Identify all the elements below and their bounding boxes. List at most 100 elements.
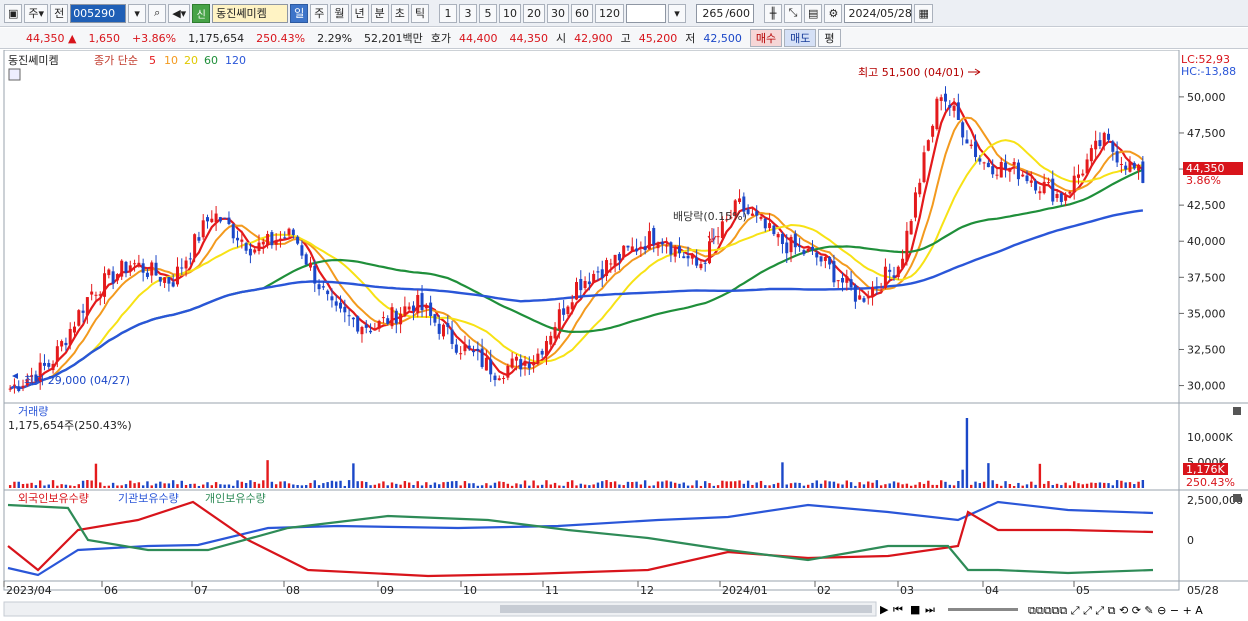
candle-body	[1012, 162, 1016, 165]
candle-body	[270, 232, 274, 246]
candle-type-icon[interactable]: ╫	[764, 3, 783, 23]
candle-body	[1094, 140, 1098, 150]
market-select[interactable]: 주 ▾	[24, 3, 49, 23]
volume-bar	[137, 482, 141, 488]
zoom-slider[interactable]	[948, 608, 1018, 611]
interval-1[interactable]: 1	[439, 3, 458, 23]
volume-bar	[330, 480, 334, 488]
nav-first-icon[interactable]: ⏮	[893, 603, 903, 616]
candle-body	[570, 302, 574, 310]
interval-input[interactable]	[626, 3, 667, 23]
interval-3[interactable]: 3	[459, 3, 478, 23]
volume-bar	[369, 485, 372, 488]
candle-body	[244, 243, 248, 251]
candle-body	[330, 296, 334, 301]
volume-bar	[905, 483, 909, 488]
candle-body	[1085, 159, 1089, 174]
x-tick-label: 06	[104, 584, 118, 597]
interval-dropdown-icon[interactable]: ▾	[668, 3, 687, 23]
avg-button[interactable]: 평	[818, 29, 841, 47]
search-icon[interactable]: ⌕	[148, 3, 167, 23]
volume-close-icon[interactable]	[1233, 407, 1241, 415]
scrollbar-thumb[interactable]	[500, 605, 872, 613]
volume-bar	[223, 484, 226, 488]
sell-button[interactable]: 매도	[784, 29, 817, 47]
candle-body	[476, 348, 480, 351]
candle-body	[1029, 180, 1033, 183]
candle-body	[806, 248, 810, 252]
candle-body	[892, 275, 896, 278]
interval-20[interactable]: 20	[523, 3, 546, 23]
candle-body	[115, 274, 119, 281]
speaker-icon[interactable]: ◀▾	[168, 3, 191, 23]
calendar-icon[interactable]: ▦	[914, 3, 933, 23]
volume-bar	[1124, 482, 1127, 488]
volume-bar	[133, 483, 136, 488]
candle-body	[197, 237, 201, 241]
x-tick-label: 04	[985, 584, 999, 597]
volume-bar	[253, 481, 256, 488]
candle-body	[94, 294, 98, 296]
volume-bar	[939, 480, 943, 488]
period-tick[interactable]: 틱	[410, 3, 430, 23]
nav-stop-icon[interactable]: ■	[910, 603, 920, 616]
date-input[interactable]: 2024/05/28	[844, 3, 913, 23]
interval-60[interactable]: 60	[571, 3, 594, 23]
candle-body	[810, 246, 814, 250]
draw-tool-icon[interactable]: ⤡	[784, 3, 803, 23]
volume-bar	[141, 485, 145, 488]
code-dropdown-icon[interactable]: ▾	[128, 3, 147, 23]
candle-body	[866, 297, 870, 299]
volume-bar	[952, 485, 956, 488]
volume-bar	[635, 481, 638, 488]
save-icon[interactable]: ▤	[804, 3, 823, 23]
nav-last-icon[interactable]: ⏭	[925, 603, 935, 616]
interval-5[interactable]: 5	[479, 3, 498, 23]
candle-body	[454, 344, 458, 353]
period-week[interactable]: 주	[310, 3, 329, 23]
candle-body	[248, 248, 252, 256]
period-minute[interactable]: 분	[370, 3, 389, 23]
volume-bar	[1128, 482, 1132, 488]
stock-code-input[interactable]	[70, 3, 127, 23]
volume-bar	[776, 482, 780, 488]
candle-body	[952, 105, 956, 111]
stock-chart[interactable]: 동진쎄미켐 종가 단순 5 10 20 60 120 LC:52,93 HC:-…	[0, 50, 1248, 621]
x-tick-label: 2023/04	[6, 584, 52, 597]
x-tick-label: 03	[900, 584, 914, 597]
prev-button[interactable]: 전	[50, 3, 69, 23]
count-input[interactable]: 265/600	[696, 3, 755, 23]
nav-right-icon[interactable]: ▶	[880, 603, 889, 616]
volume-bar	[961, 469, 964, 488]
candle-body	[90, 291, 94, 295]
candle-body	[587, 281, 591, 285]
volume-bar	[806, 484, 810, 488]
volume-bar	[395, 483, 398, 488]
x-tick-label: 02	[817, 584, 831, 597]
layout-icon[interactable]: ▣	[4, 3, 23, 23]
candle-body	[605, 260, 609, 276]
holdings-close-icon[interactable]	[1233, 494, 1241, 502]
period-month[interactable]: 월	[330, 3, 349, 23]
tool-icons[interactable]: ⧉⧉⧉⧉⧉ ⤢ ⤢ ⤢ ⧉ ⟲ ⟳ ✎ ⊖ − + A	[1028, 604, 1203, 617]
candle-body	[879, 289, 883, 291]
candle-body	[514, 356, 518, 361]
candle-body	[1051, 178, 1055, 202]
candle-body	[969, 144, 973, 147]
candle-body	[278, 238, 282, 240]
interval-10[interactable]: 10	[499, 3, 522, 23]
candle-body	[643, 246, 647, 250]
volume-bar	[854, 485, 857, 488]
interval-30[interactable]: 30	[547, 3, 570, 23]
table-icon[interactable]	[8, 68, 21, 81]
gear-icon[interactable]: ⚙	[824, 3, 843, 23]
period-second[interactable]: 초	[390, 3, 409, 23]
period-day[interactable]: 일	[290, 3, 309, 23]
volume-bar	[498, 481, 501, 488]
volume-bar	[309, 482, 312, 488]
interval-120[interactable]: 120	[595, 3, 625, 23]
period-year[interactable]: 년	[350, 3, 369, 23]
candle-body	[424, 305, 428, 309]
buy-button[interactable]: 매수	[749, 29, 783, 47]
quote-turnover: 2.29%	[317, 31, 353, 45]
